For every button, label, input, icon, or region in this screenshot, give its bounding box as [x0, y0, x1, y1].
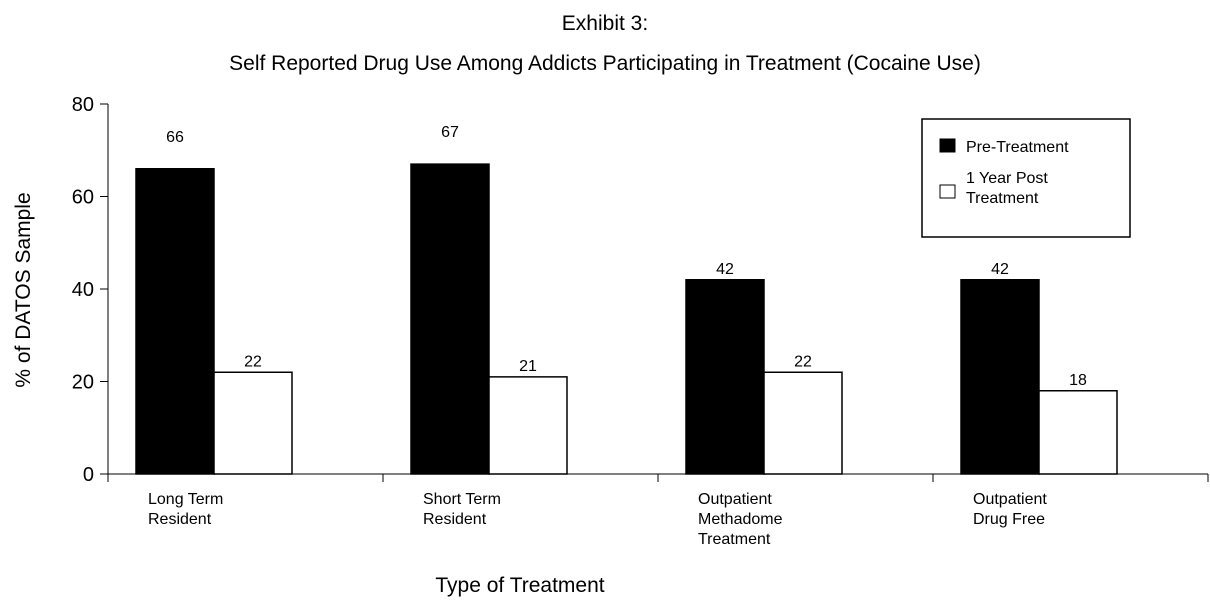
x-axis-title: Type of Treatment [435, 574, 604, 597]
x-tick-label-line: Resident [423, 511, 487, 528]
legend: Pre-Treatment 1 Year Post Treatment [921, 118, 1131, 238]
chart-title: Exhibit 3: [562, 12, 648, 35]
bar-pre-treatment [685, 279, 765, 475]
data-label: 22 [244, 353, 262, 370]
y-tick-label: 60 [72, 187, 94, 209]
x-tick-label: Outpatient Drug Free [973, 491, 1047, 528]
y-tick-label: 80 [72, 94, 94, 116]
legend-label-post-treatment: 1 Year Post Treatment [966, 170, 1048, 207]
x-tick-label-line: Long Term [148, 491, 223, 508]
x-tick-label-line: Methadome [698, 511, 783, 528]
x-tick-label-line: Resident [148, 511, 212, 528]
x-tick-label-line: Short Term [423, 491, 501, 508]
bar-post-treatment [213, 371, 293, 475]
x-tick-label-line: Drug Free [973, 511, 1045, 528]
bar-post-treatment [763, 371, 843, 475]
legend-box [921, 118, 1131, 238]
bar-post-treatment [488, 376, 568, 475]
bar-pre-treatment [135, 168, 215, 475]
chart-subtitle: Self Reported Drug Use Among Addicts Par… [229, 52, 981, 75]
data-label: 42 [991, 261, 1009, 278]
plot-area: 0 20 40 60 80 66 22 Long Term Resident 67 21 Short … [72, 94, 1209, 548]
x-tick-label-line: Outpatient [698, 491, 772, 508]
y-tick-label: 40 [72, 279, 94, 301]
data-label: 66 [166, 129, 184, 146]
x-tick-label-line: Outpatient [973, 491, 1047, 508]
legend-swatch-pre-treatment [939, 138, 956, 153]
legend-label-pre-treatment: Pre-Treatment [966, 139, 1069, 156]
bar-pre-treatment [410, 163, 490, 475]
data-label: 67 [441, 124, 459, 141]
bar-post-treatment [1038, 390, 1118, 475]
bar-pre-treatment [960, 279, 1040, 475]
y-axis-title: % of DATOS Sample [12, 192, 35, 387]
x-tick-label: Long Term Resident [148, 491, 223, 528]
data-label: 42 [716, 261, 734, 278]
x-tick-label: Short Term Resident [423, 491, 501, 528]
y-tick-label: 0 [83, 464, 94, 486]
legend-swatch-post-treatment [939, 184, 956, 199]
data-label: 21 [519, 358, 537, 375]
x-tick-label: Outpatient Methadome Treatment [698, 491, 783, 548]
x-tick-label-line: Treatment [698, 531, 771, 548]
data-label: 18 [1069, 372, 1087, 389]
data-label: 22 [794, 353, 812, 370]
y-tick-label: 20 [72, 372, 94, 394]
legend-label-line: Treatment [966, 190, 1039, 207]
legend-label-line: 1 Year Post [966, 170, 1048, 187]
